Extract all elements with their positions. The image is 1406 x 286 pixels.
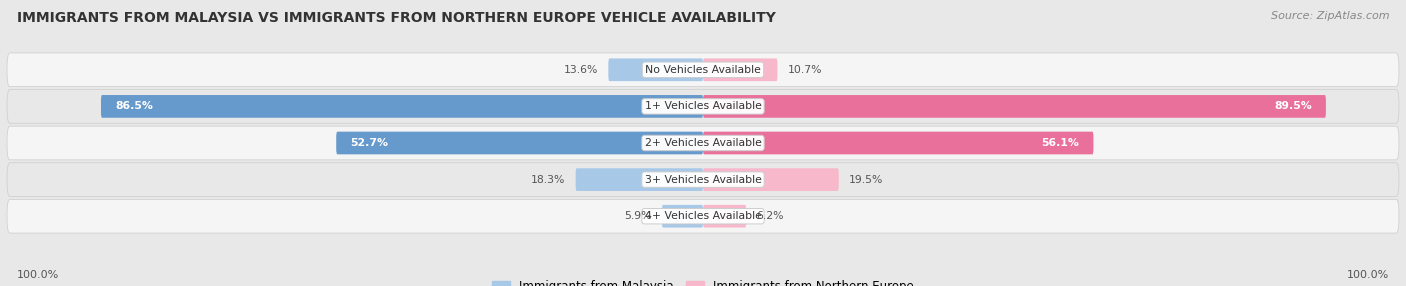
Text: 100.0%: 100.0%: [17, 270, 59, 280]
Text: 6.2%: 6.2%: [756, 211, 785, 221]
Text: 19.5%: 19.5%: [849, 175, 883, 184]
Text: 4+ Vehicles Available: 4+ Vehicles Available: [644, 211, 762, 221]
FancyBboxPatch shape: [703, 95, 1326, 118]
FancyBboxPatch shape: [7, 53, 1399, 87]
Text: 89.5%: 89.5%: [1274, 102, 1312, 111]
Text: 13.6%: 13.6%: [564, 65, 598, 75]
FancyBboxPatch shape: [662, 205, 703, 228]
FancyBboxPatch shape: [703, 205, 747, 228]
Text: Source: ZipAtlas.com: Source: ZipAtlas.com: [1271, 11, 1389, 21]
Text: 86.5%: 86.5%: [115, 102, 153, 111]
Text: No Vehicles Available: No Vehicles Available: [645, 65, 761, 75]
Text: 52.7%: 52.7%: [350, 138, 388, 148]
FancyBboxPatch shape: [7, 163, 1399, 196]
FancyBboxPatch shape: [7, 199, 1399, 233]
Text: 100.0%: 100.0%: [1347, 270, 1389, 280]
FancyBboxPatch shape: [609, 58, 703, 81]
FancyBboxPatch shape: [703, 58, 778, 81]
FancyBboxPatch shape: [101, 95, 703, 118]
FancyBboxPatch shape: [7, 90, 1399, 123]
FancyBboxPatch shape: [575, 168, 703, 191]
Text: 5.9%: 5.9%: [624, 211, 651, 221]
Text: IMMIGRANTS FROM MALAYSIA VS IMMIGRANTS FROM NORTHERN EUROPE VEHICLE AVAILABILITY: IMMIGRANTS FROM MALAYSIA VS IMMIGRANTS F…: [17, 11, 776, 25]
FancyBboxPatch shape: [336, 132, 703, 154]
Text: 56.1%: 56.1%: [1042, 138, 1080, 148]
FancyBboxPatch shape: [703, 132, 1094, 154]
Text: 18.3%: 18.3%: [531, 175, 565, 184]
FancyBboxPatch shape: [7, 126, 1399, 160]
Text: 10.7%: 10.7%: [787, 65, 823, 75]
Legend: Immigrants from Malaysia, Immigrants from Northern Europe: Immigrants from Malaysia, Immigrants fro…: [488, 276, 918, 286]
Text: 3+ Vehicles Available: 3+ Vehicles Available: [644, 175, 762, 184]
Text: 2+ Vehicles Available: 2+ Vehicles Available: [644, 138, 762, 148]
FancyBboxPatch shape: [703, 168, 839, 191]
Text: 1+ Vehicles Available: 1+ Vehicles Available: [644, 102, 762, 111]
